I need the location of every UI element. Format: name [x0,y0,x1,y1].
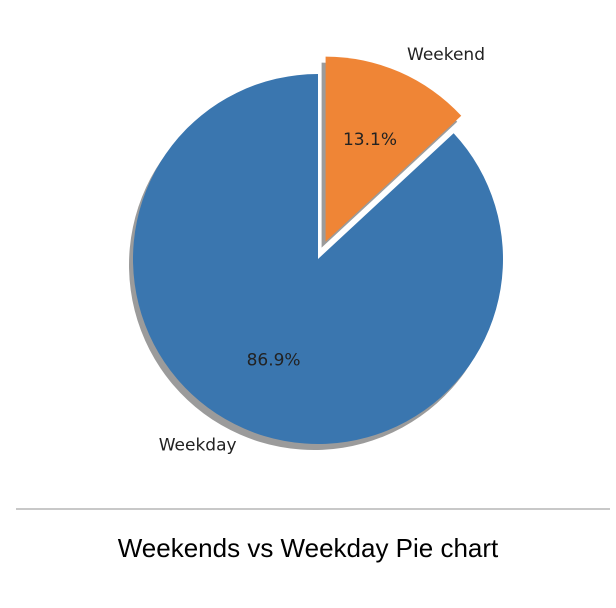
pie-slice-weekend [325,56,462,242]
slice-percent-weekend: 13.1% [343,130,397,150]
slice-label-weekday: Weekday [159,436,237,456]
caption-divider [16,508,610,510]
pie-labels: Weekday 86.9% Weekend 13.1% [159,45,485,455]
pie-chart: Weekday 86.9% Weekend 13.1% [129,45,504,456]
pie-slice-weekday [133,74,504,444]
slice-percent-weekday: 86.9% [247,351,301,371]
slice-label-weekend: Weekend [407,45,485,65]
pie-slices [133,56,504,444]
figure-caption: Weekends vs Weekday Pie chart [117,533,499,563]
